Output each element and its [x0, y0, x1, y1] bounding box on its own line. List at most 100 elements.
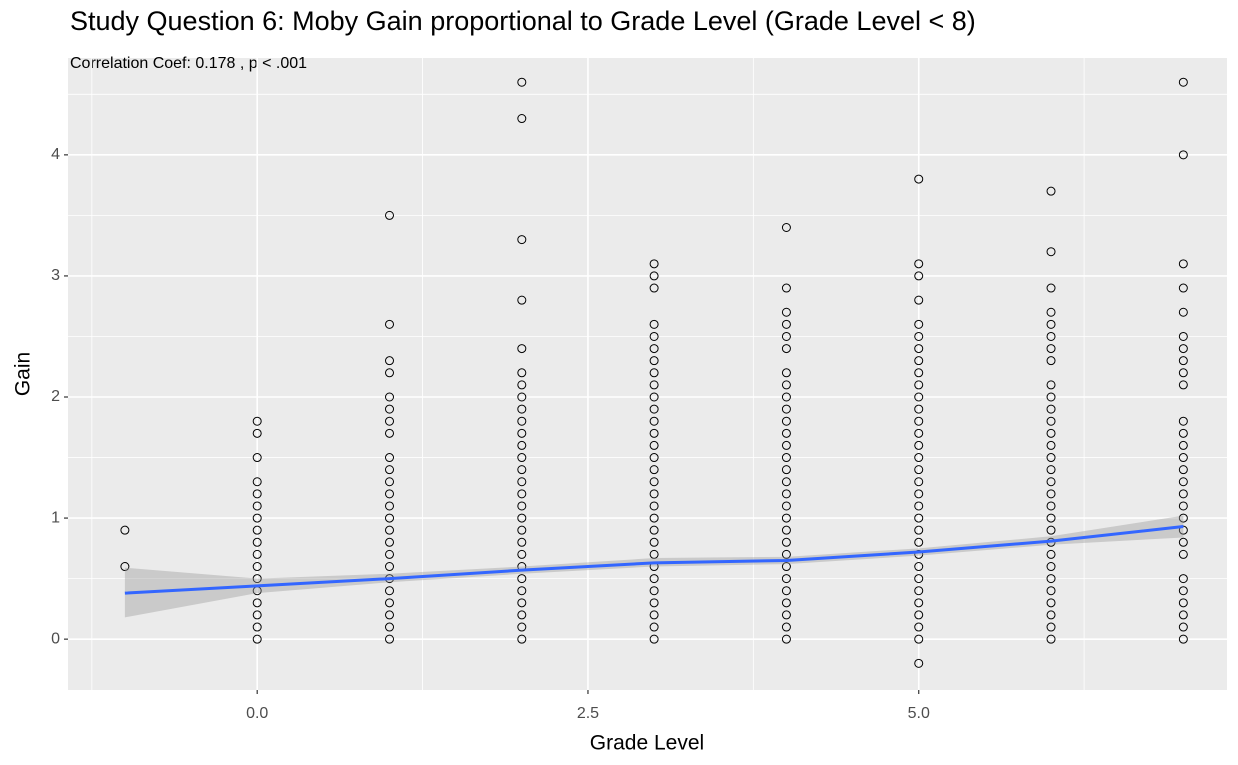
- point: [1046, 598, 1056, 608]
- point: [385, 210, 395, 220]
- point: [649, 537, 659, 547]
- point: [781, 344, 791, 354]
- point: [385, 586, 395, 596]
- point: [914, 525, 924, 535]
- point: [914, 428, 924, 438]
- point: [649, 319, 659, 329]
- point: [649, 428, 659, 438]
- point: [1178, 537, 1188, 547]
- point: [385, 622, 395, 632]
- point: [914, 574, 924, 584]
- point: [914, 416, 924, 426]
- point: [385, 465, 395, 475]
- point: [517, 235, 527, 245]
- point: [649, 622, 659, 632]
- point: [1178, 453, 1188, 463]
- smooth-line: [124, 525, 1184, 595]
- point: [649, 501, 659, 511]
- x-tick-label: 2.5: [577, 705, 599, 722]
- point: [385, 537, 395, 547]
- point: [914, 465, 924, 475]
- point: [385, 525, 395, 535]
- point: [781, 501, 791, 511]
- point: [914, 610, 924, 620]
- point: [914, 440, 924, 450]
- point: [649, 513, 659, 523]
- point: [517, 392, 527, 402]
- point: [1178, 77, 1188, 87]
- point: [1178, 440, 1188, 450]
- point: [1046, 319, 1056, 329]
- point: [1178, 477, 1188, 487]
- point: [517, 477, 527, 487]
- point: [649, 477, 659, 487]
- point: [1046, 453, 1056, 463]
- point: [385, 489, 395, 499]
- point: [1046, 307, 1056, 317]
- point: [1178, 634, 1188, 644]
- point: [781, 380, 791, 390]
- point: [1178, 283, 1188, 293]
- point: [385, 513, 395, 523]
- point: [781, 283, 791, 293]
- point: [517, 598, 527, 608]
- point: [1046, 344, 1056, 354]
- point: [914, 598, 924, 608]
- point: [252, 501, 262, 511]
- point: [252, 598, 262, 608]
- point: [1178, 513, 1188, 523]
- point: [1046, 247, 1056, 257]
- point: [517, 489, 527, 499]
- point: [649, 331, 659, 341]
- point: [252, 634, 262, 644]
- point: [517, 453, 527, 463]
- point: [517, 513, 527, 523]
- point: [1046, 416, 1056, 426]
- point: [649, 610, 659, 620]
- point: [1178, 610, 1188, 620]
- point: [385, 598, 395, 608]
- point: [1046, 392, 1056, 402]
- chart-title: Study Question 6: Moby Gain proportional…: [70, 6, 976, 36]
- point: [649, 549, 659, 559]
- point: [781, 428, 791, 438]
- point: [385, 416, 395, 426]
- point: [1046, 549, 1056, 559]
- point: [649, 404, 659, 414]
- point: [385, 610, 395, 620]
- point: [517, 440, 527, 450]
- point: [385, 356, 395, 366]
- point: [649, 259, 659, 269]
- point: [1178, 525, 1188, 535]
- point: [385, 368, 395, 378]
- point: [1178, 259, 1188, 269]
- point: [914, 549, 924, 559]
- point: [781, 489, 791, 499]
- point: [649, 344, 659, 354]
- point: [1046, 477, 1056, 487]
- point: [914, 586, 924, 596]
- point: [914, 368, 924, 378]
- point: [649, 574, 659, 584]
- confidence-band: [124, 515, 1184, 618]
- point: [1178, 150, 1188, 160]
- point: [781, 307, 791, 317]
- point: [1046, 283, 1056, 293]
- point: [252, 513, 262, 523]
- point: [649, 392, 659, 402]
- point: [781, 404, 791, 414]
- point: [914, 344, 924, 354]
- x-tick-label: 5.0: [908, 705, 930, 722]
- point: [649, 271, 659, 281]
- point: [517, 77, 527, 87]
- point: [649, 453, 659, 463]
- point: [517, 574, 527, 584]
- point: [252, 416, 262, 426]
- point: [1178, 356, 1188, 366]
- point: [1178, 380, 1188, 390]
- point: [649, 586, 659, 596]
- point: [517, 368, 527, 378]
- point: [914, 271, 924, 281]
- point: [781, 549, 791, 559]
- point: [914, 562, 924, 572]
